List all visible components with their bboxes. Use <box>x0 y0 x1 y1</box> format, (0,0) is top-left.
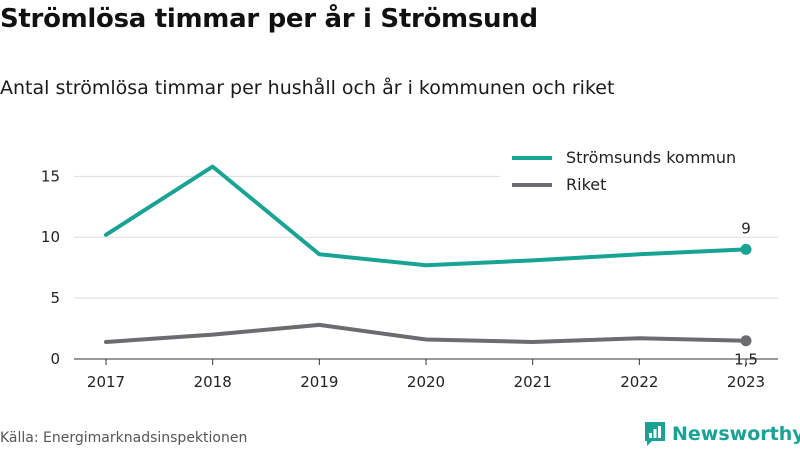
y-tick-label: 15 <box>41 167 60 185</box>
x-tick-label: 2019 <box>300 373 338 391</box>
y-tick-label: 10 <box>41 228 60 246</box>
end-value-label: 1,5 <box>734 351 758 369</box>
y-tick-label: 0 <box>50 350 60 368</box>
gridlines <box>74 175 778 360</box>
series-lines: 91,5 <box>104 164 758 369</box>
x-tick-label: 2022 <box>620 373 658 391</box>
x-tick-label: 2020 <box>407 373 445 391</box>
end-value-label: 9 <box>741 219 751 237</box>
newsworthy-logo-icon <box>645 422 665 446</box>
legend-label: Riket <box>566 175 606 194</box>
x-tick-label: 2023 <box>727 373 765 391</box>
series-line-riket <box>104 322 748 344</box>
series-line-stromsund <box>104 164 748 268</box>
x-tick-label: 2017 <box>87 373 125 391</box>
y-axis-ticks: 0 5 10 15 <box>41 167 60 368</box>
newsworthy-logo: Newsworthy <box>644 420 800 448</box>
source-note: Källa: Energimarknadsinspektionen <box>0 430 248 446</box>
legend: Strömsunds kommun Riket <box>500 145 778 201</box>
chart-subtitle: Antal strömlösa timmar per hushåll och å… <box>0 77 615 99</box>
legend-label: Strömsunds kommun <box>566 148 736 167</box>
series-endpoint-stromsund <box>740 243 752 255</box>
brand-name: Newsworthy <box>672 423 800 445</box>
series-endpoint-riket <box>740 335 752 347</box>
y-tick-label: 5 <box>50 289 60 307</box>
x-tick-label: 2021 <box>514 373 552 391</box>
chart-title: Strömlösa timmar per år i Strömsund <box>0 4 538 34</box>
x-axis-ticks: 2017 2018 2019 2020 2021 2022 2023 <box>87 359 765 391</box>
legend-background <box>500 145 778 201</box>
x-tick-label: 2018 <box>194 373 232 391</box>
